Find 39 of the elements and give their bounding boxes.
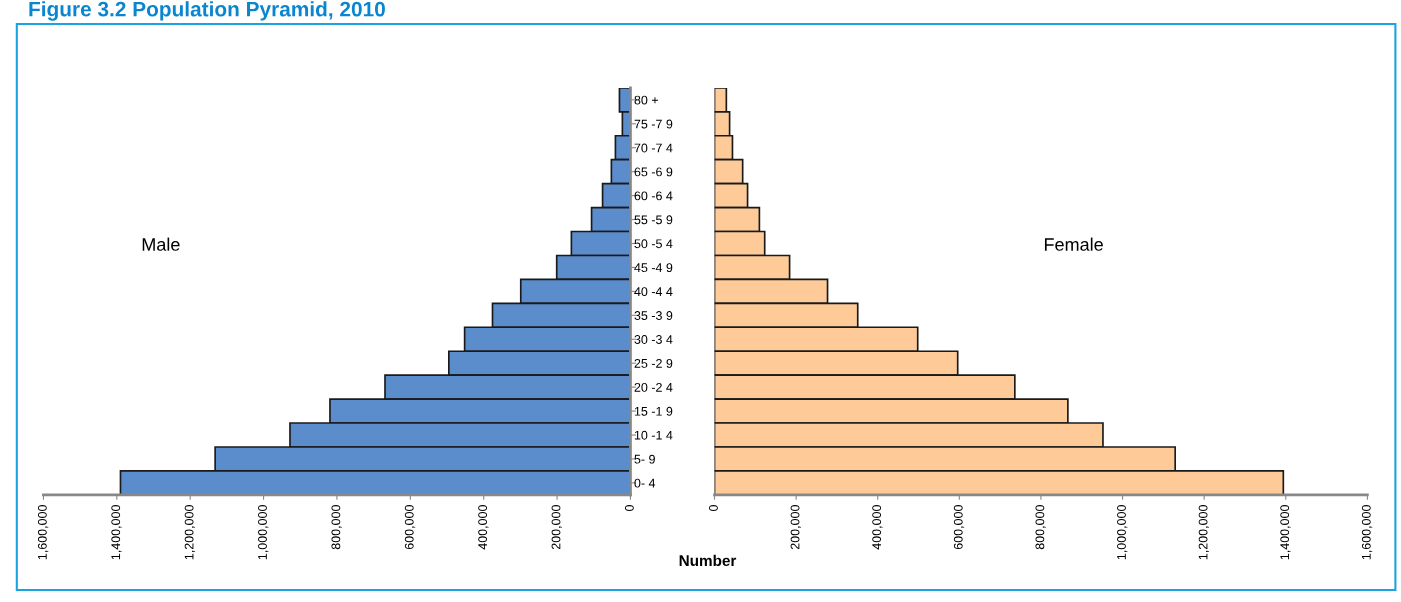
y-tick-label: 50 -5 4 xyxy=(634,239,673,249)
x-tick-label: 800,000 xyxy=(331,505,342,550)
y-tick-label: 10 -1 4 xyxy=(634,430,673,440)
y-tick-label: 75 -7 9 xyxy=(634,119,673,129)
x-tick-label: 400,000 xyxy=(478,505,489,550)
y-tick-label: 65 -6 9 xyxy=(634,167,673,177)
x-tick-label: 600,000 xyxy=(953,505,965,550)
x-tick-label: 1,600,000 xyxy=(1361,505,1373,560)
x-tick-label: 200,000 xyxy=(551,505,562,550)
y-tick-label: 0- 4 xyxy=(634,478,656,488)
x-tick-label: 0 xyxy=(624,505,634,512)
y-tick-label: 35 -3 9 xyxy=(634,311,673,320)
y-tick-label: 30 -3 4 xyxy=(634,335,673,344)
x-tick-label: 0 xyxy=(709,505,718,512)
x-tick-label: 200,000 xyxy=(790,505,801,550)
x-tick-label: 1,000,000 xyxy=(258,505,269,560)
x-tick-label: 1,200,000 xyxy=(1198,505,1209,560)
text: Male xyxy=(142,237,180,251)
x-tick-label: 1,000,000 xyxy=(1117,505,1128,560)
y-tick-label: 60 -6 4 xyxy=(634,191,673,201)
x-tick-label: 600,000 xyxy=(404,505,416,550)
chart-title: Figure 3.2 Population Pyramid, 2010 xyxy=(29,1,385,21)
y-tick-label: 20 -2 4 xyxy=(634,382,673,392)
x-axis-title: Number xyxy=(679,554,737,567)
y-tick-label: 45 -4 9 xyxy=(634,263,673,273)
x-tick-label: 400,000 xyxy=(872,505,883,550)
x-tick-label: 800,000 xyxy=(1035,505,1046,550)
y-tick-label: 55 -5 9 xyxy=(634,215,673,225)
y-tick-label: 40 -4 4 xyxy=(634,287,673,297)
x-tick-label: 1,600,000 xyxy=(37,505,49,560)
y-tick-label: 80 + xyxy=(634,95,659,105)
y-tick-label: 70 -7 4 xyxy=(634,143,673,153)
x-tick-label: 1,400,000 xyxy=(111,505,122,560)
x-tick-label: 1,400,000 xyxy=(1280,505,1291,560)
y-tick-label: 25 -2 9 xyxy=(634,358,673,368)
text: Female xyxy=(1044,237,1103,251)
x-tick-label: 1,200,000 xyxy=(184,505,196,560)
y-tick-label: 15 -1 9 xyxy=(634,406,673,416)
y-tick-label: 5- 9 xyxy=(634,454,655,464)
